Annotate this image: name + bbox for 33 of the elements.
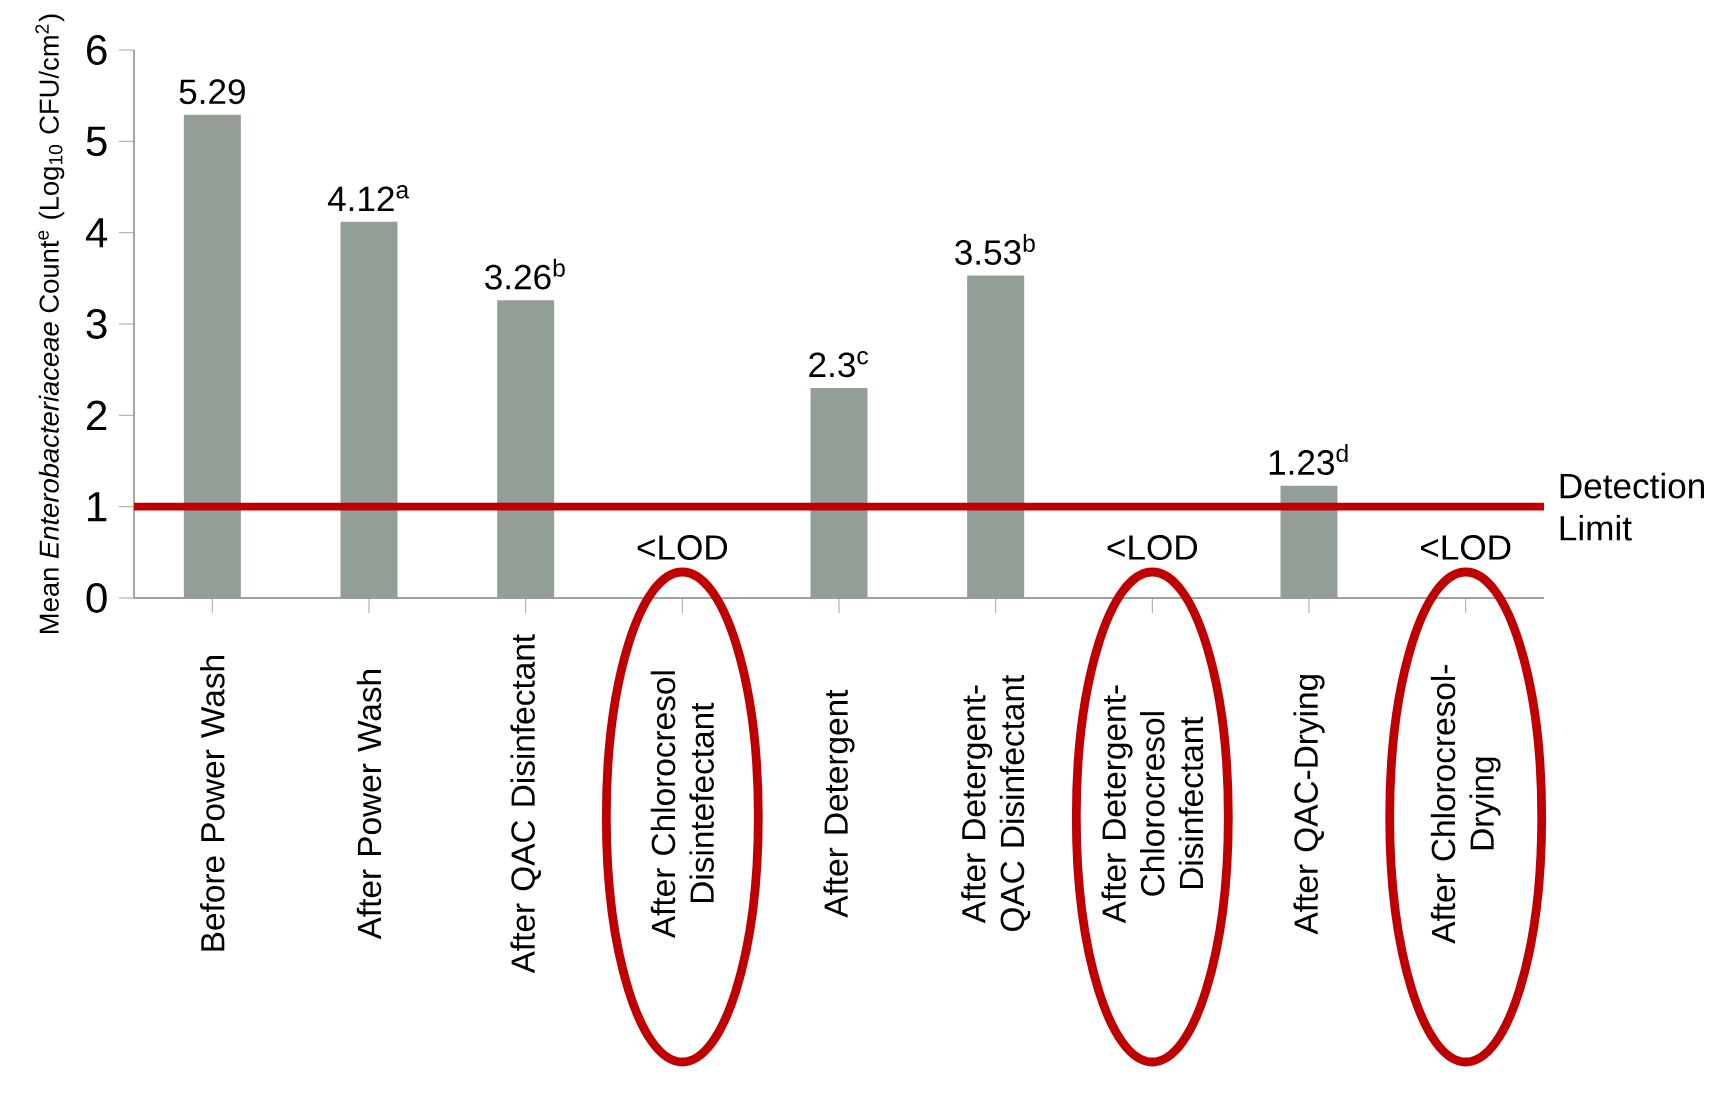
x-tick-label: After Detergent-Chlorocresol Disinfectant bbox=[1101, 685, 1204, 924]
bar bbox=[183, 114, 241, 598]
x-tick-label: After Detergent-QAC Disinfectant bbox=[961, 674, 1031, 932]
x-tick-label: After QAC-Drying bbox=[1293, 675, 1325, 935]
x-tick-label: Before Power Wash bbox=[200, 656, 225, 951]
data-label: 3.26$^{b}$ bbox=[485, 258, 565, 290]
text: <LOD bbox=[637, 535, 728, 560]
y-tick-label: 3 bbox=[86, 309, 107, 339]
x-tick-label: After Power Wash bbox=[356, 670, 382, 940]
y-tick-label: 1 bbox=[88, 492, 107, 522]
data-label: 2.3$^{c}$ bbox=[809, 350, 869, 378]
data-label: 5.29 bbox=[179, 79, 245, 105]
text: <LOD bbox=[1107, 535, 1198, 560]
x-tick-label: After Chlorocresol-Drying bbox=[1430, 665, 1501, 944]
x-tick-label: After QAC Disinfectant bbox=[510, 634, 541, 974]
data-label: 4.12$^{a}$ bbox=[327, 185, 410, 212]
data-label: 3.53$^{b}$ bbox=[955, 234, 1035, 265]
y-tick-label: 0 bbox=[86, 583, 107, 613]
bar bbox=[810, 387, 868, 598]
data-label: 1.23$^{d}$ bbox=[1269, 444, 1348, 475]
y-tick-label: 2 bbox=[86, 400, 107, 431]
y-tick-label: 4 bbox=[85, 218, 108, 248]
bar bbox=[967, 275, 1025, 598]
bar bbox=[497, 300, 555, 598]
text: <LOD bbox=[1420, 535, 1511, 560]
text: Mean Enterobacteriaceae Count$^{e}$ (Log$_{10}$ CFU/cm$^{2}$) bbox=[35, 14, 65, 633]
x-tick-label: After Chlorocresol Disintefectant bbox=[650, 671, 714, 939]
bar bbox=[1280, 485, 1338, 598]
x-tick-label: After Detergent bbox=[823, 689, 855, 918]
ref-line-label: Detection Limit bbox=[1560, 472, 1704, 541]
bar bbox=[340, 221, 398, 598]
y-tick-label: 5 bbox=[86, 126, 107, 157]
y-tick-label: 6 bbox=[87, 35, 107, 65]
